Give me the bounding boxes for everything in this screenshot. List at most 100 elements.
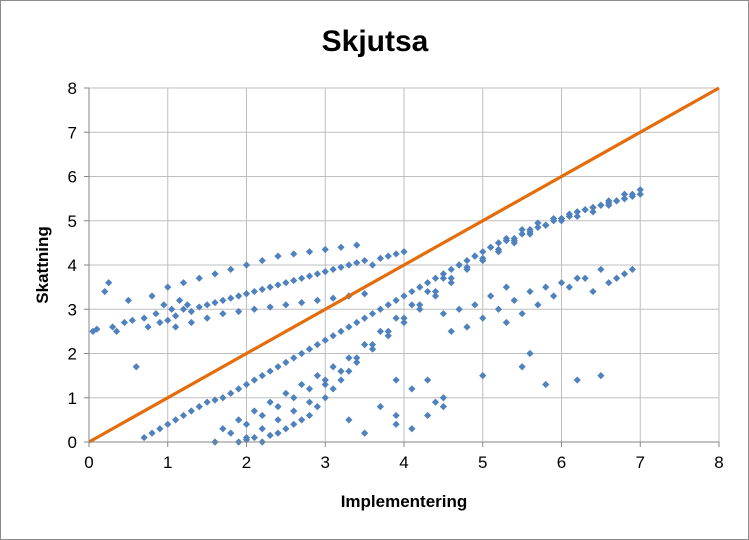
data-point bbox=[534, 219, 542, 227]
data-point bbox=[416, 301, 424, 309]
data-point bbox=[124, 296, 132, 304]
data-point bbox=[195, 403, 203, 411]
x-tick-labels: 0 1 2 3 4 5 6 7 8 bbox=[84, 453, 723, 472]
data-point bbox=[132, 363, 140, 371]
data-point bbox=[274, 281, 282, 289]
data-point bbox=[345, 367, 353, 375]
data-point bbox=[258, 256, 266, 265]
data-point bbox=[439, 310, 447, 318]
axes bbox=[84, 87, 720, 447]
reference-line bbox=[88, 86, 720, 444]
data-point bbox=[502, 283, 510, 291]
data-point bbox=[337, 263, 345, 271]
data-point bbox=[298, 299, 306, 307]
data-point bbox=[235, 307, 243, 316]
y-tick-label: 2 bbox=[68, 345, 77, 364]
data-point bbox=[447, 327, 455, 335]
data-point bbox=[148, 292, 156, 300]
data-point bbox=[321, 268, 329, 276]
data-point bbox=[120, 318, 129, 327]
chart-title: Skjutsa bbox=[322, 25, 429, 58]
data-point bbox=[282, 425, 290, 433]
data-point bbox=[510, 296, 518, 304]
data-point bbox=[337, 367, 345, 375]
data-point bbox=[376, 403, 384, 411]
data-point bbox=[258, 411, 266, 420]
data-point bbox=[211, 396, 219, 404]
data-point bbox=[305, 345, 314, 353]
data-point bbox=[400, 318, 408, 327]
data-point bbox=[573, 208, 581, 216]
data-point bbox=[636, 190, 644, 198]
x-tick-label: 0 bbox=[84, 453, 93, 472]
data-point bbox=[424, 376, 432, 384]
data-point bbox=[550, 292, 558, 300]
data-point bbox=[148, 429, 156, 437]
data-point bbox=[156, 425, 164, 433]
data-point bbox=[345, 323, 353, 331]
data-point bbox=[597, 201, 605, 209]
data-point bbox=[392, 376, 400, 384]
x-tick-label: 5 bbox=[478, 453, 487, 472]
data-point bbox=[471, 252, 479, 260]
data-point bbox=[266, 303, 274, 311]
data-point bbox=[298, 274, 306, 282]
data-point bbox=[605, 197, 613, 205]
data-point bbox=[479, 314, 487, 322]
data-point bbox=[242, 261, 251, 269]
data-point bbox=[408, 301, 416, 309]
data-point bbox=[526, 287, 534, 296]
data-point bbox=[557, 279, 566, 287]
data-point bbox=[203, 301, 211, 309]
data-point bbox=[518, 310, 526, 318]
data-point bbox=[487, 243, 495, 251]
data-point bbox=[258, 372, 266, 380]
data-point bbox=[179, 279, 188, 287]
data-point bbox=[589, 208, 597, 216]
data-point bbox=[266, 431, 274, 439]
data-point bbox=[321, 245, 329, 254]
data-point bbox=[337, 243, 345, 251]
data-point bbox=[518, 363, 526, 371]
data-point bbox=[416, 305, 424, 313]
data-point bbox=[187, 307, 195, 316]
data-point bbox=[195, 303, 203, 311]
data-point bbox=[353, 241, 361, 249]
data-point bbox=[455, 261, 463, 269]
data-point bbox=[290, 407, 298, 415]
data-point bbox=[534, 223, 542, 231]
data-point bbox=[479, 372, 487, 380]
y-tick-label: 4 bbox=[68, 256, 77, 275]
data-point bbox=[384, 332, 392, 340]
data-point bbox=[439, 274, 447, 282]
data-point bbox=[337, 327, 345, 335]
data-point bbox=[313, 296, 321, 304]
data-point bbox=[179, 305, 188, 313]
data-point bbox=[250, 287, 258, 296]
data-point bbox=[321, 394, 329, 402]
data-point bbox=[305, 248, 314, 256]
data-point bbox=[164, 316, 172, 324]
data-point bbox=[242, 380, 251, 389]
data-point bbox=[620, 270, 629, 278]
data-point bbox=[408, 287, 416, 296]
data-point bbox=[172, 312, 180, 320]
data-point bbox=[93, 325, 101, 333]
y-tick-labels: 0 1 2 3 4 5 6 7 8 bbox=[68, 79, 77, 452]
data-point bbox=[168, 305, 176, 313]
data-point bbox=[345, 354, 353, 362]
data-point bbox=[313, 270, 321, 278]
data-point bbox=[329, 332, 337, 340]
data-point bbox=[290, 276, 298, 285]
data-point bbox=[368, 310, 377, 318]
data-point bbox=[227, 294, 235, 302]
data-point bbox=[345, 416, 353, 424]
data-point bbox=[282, 301, 290, 309]
data-point bbox=[305, 411, 314, 420]
data-point bbox=[431, 287, 440, 296]
y-axis-title: Skattning bbox=[33, 226, 52, 303]
y-tick-label: 6 bbox=[68, 168, 77, 187]
data-point bbox=[518, 230, 526, 238]
data-point bbox=[361, 341, 369, 349]
